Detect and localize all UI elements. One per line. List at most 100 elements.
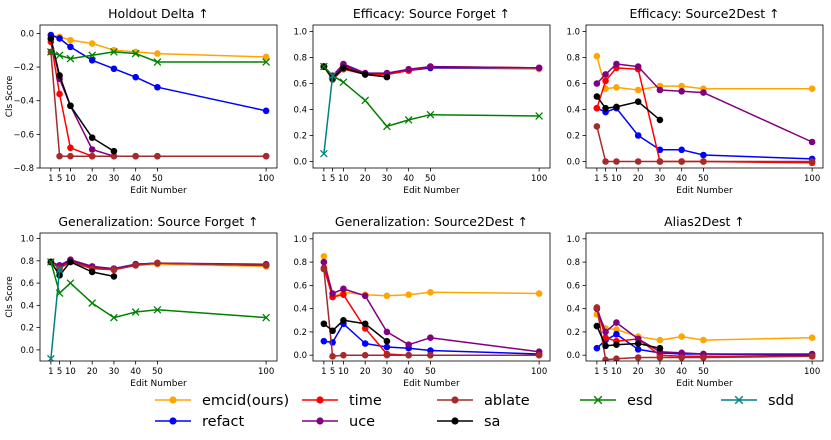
point-sdd: [55, 265, 64, 274]
series-refact: [47, 31, 270, 115]
point-uce: [678, 88, 685, 95]
y-tick-label: 1.0: [20, 235, 34, 245]
y-tick-label: 0.2: [566, 132, 580, 142]
series-emcid-ours: [593, 311, 816, 344]
point-ablate: [262, 152, 270, 160]
point-ablate: [593, 304, 601, 311]
point-emcid-ours: [808, 85, 816, 92]
point-sa: [47, 35, 55, 42]
y-tick-label: 0.0: [20, 346, 34, 356]
y-tick-label: 1.0: [566, 235, 580, 245]
point-sa: [329, 327, 336, 335]
point-sa: [634, 98, 642, 105]
point-emcid-ours: [700, 336, 707, 344]
series-sa: [320, 316, 391, 345]
y-axis-label: Cls Score: [5, 75, 15, 117]
point-ablate: [634, 158, 642, 165]
point-time: [602, 334, 609, 342]
point-refact: [110, 65, 118, 73]
y-tick-label: 0.6: [293, 281, 307, 291]
x-tick-label: 5: [57, 367, 62, 377]
point-ablate: [110, 152, 118, 160]
point-esd: [66, 279, 75, 287]
point-ablate: [678, 158, 685, 165]
point-esd: [404, 116, 413, 124]
legend-label: ablate: [484, 393, 530, 409]
point-refact: [634, 132, 642, 139]
point-esd: [339, 78, 348, 87]
x-tick-label: 30: [382, 367, 393, 377]
series-time: [593, 64, 816, 167]
point-uce: [678, 349, 685, 357]
x-tick-label: 100: [531, 367, 547, 377]
point-emcid-ours: [678, 82, 685, 90]
x-axis-label: Edit Number: [403, 379, 460, 389]
point-sa: [67, 102, 74, 110]
legend-label: refact: [202, 414, 245, 430]
y-tick-label: 0.6: [566, 80, 580, 90]
y-tick-label: 0.4: [293, 106, 307, 116]
point-uce: [700, 89, 707, 96]
point-time: [67, 144, 74, 152]
series-time: [320, 264, 543, 359]
point-emcid-ours: [67, 36, 74, 44]
point-emcid-ours: [383, 292, 391, 300]
point-ablate: [634, 354, 642, 361]
point-refact: [67, 43, 74, 51]
point-uce: [593, 80, 601, 87]
x-tick-label: 10: [611, 367, 622, 377]
point-ablate: [656, 354, 664, 361]
plot-area: [593, 52, 816, 167]
x-axis-label: Edit Number: [676, 379, 733, 389]
point-uce: [613, 319, 620, 326]
y-tick-label: 0.0: [20, 29, 34, 39]
point-refact: [262, 107, 270, 115]
point-ablate: [154, 259, 161, 267]
line-uce: [596, 308, 813, 355]
x-tick-label: 40: [403, 174, 414, 184]
y-tick-label: 1.0: [566, 28, 580, 38]
point-sa: [613, 341, 620, 349]
point-emcid-ours: [613, 326, 620, 333]
x-tick-label: 40: [676, 174, 687, 184]
point-sdd: [320, 149, 328, 158]
x-tick-label: 20: [87, 367, 98, 377]
legend-label: sdd: [768, 393, 794, 409]
y-tick-label: 0.6: [20, 279, 34, 289]
point-uce: [656, 86, 664, 94]
point-ablate: [700, 354, 707, 361]
x-tick-label: 5: [330, 367, 335, 377]
point-time: [361, 325, 369, 332]
point-uce: [320, 258, 328, 266]
point-refact: [361, 340, 369, 347]
series-uce: [320, 258, 543, 355]
point-ablate: [361, 351, 369, 359]
point-uce: [613, 60, 620, 68]
legend-item-emcid-ours: emcid(ours): [155, 393, 289, 409]
y-tick-label: 1.0: [293, 28, 307, 38]
point-emcid-ours: [678, 333, 685, 340]
point-sa: [383, 73, 391, 81]
point-esd: [262, 58, 270, 66]
plot-area: [47, 256, 270, 361]
y-tick-label: 1.0: [293, 235, 307, 245]
plot-frame: [312, 232, 551, 362]
plot-area: [593, 304, 816, 361]
line-sdd: [323, 75, 334, 154]
legend-marker: [451, 396, 459, 404]
x-tick-label: 40: [676, 367, 687, 377]
point-uce: [634, 335, 642, 343]
line-time: [50, 41, 93, 157]
point-uce: [602, 71, 609, 78]
x-tick-label: 50: [698, 367, 709, 377]
x-axis-label: Edit Number: [130, 379, 187, 389]
point-emcid-ours: [320, 252, 328, 260]
point-ablate: [132, 261, 139, 269]
point-ablate: [340, 351, 347, 359]
series-ablate: [320, 265, 543, 360]
point-ablate: [56, 265, 63, 272]
point-esd: [66, 54, 75, 63]
line-uce: [596, 63, 813, 143]
point-emcid-ours: [593, 52, 601, 60]
